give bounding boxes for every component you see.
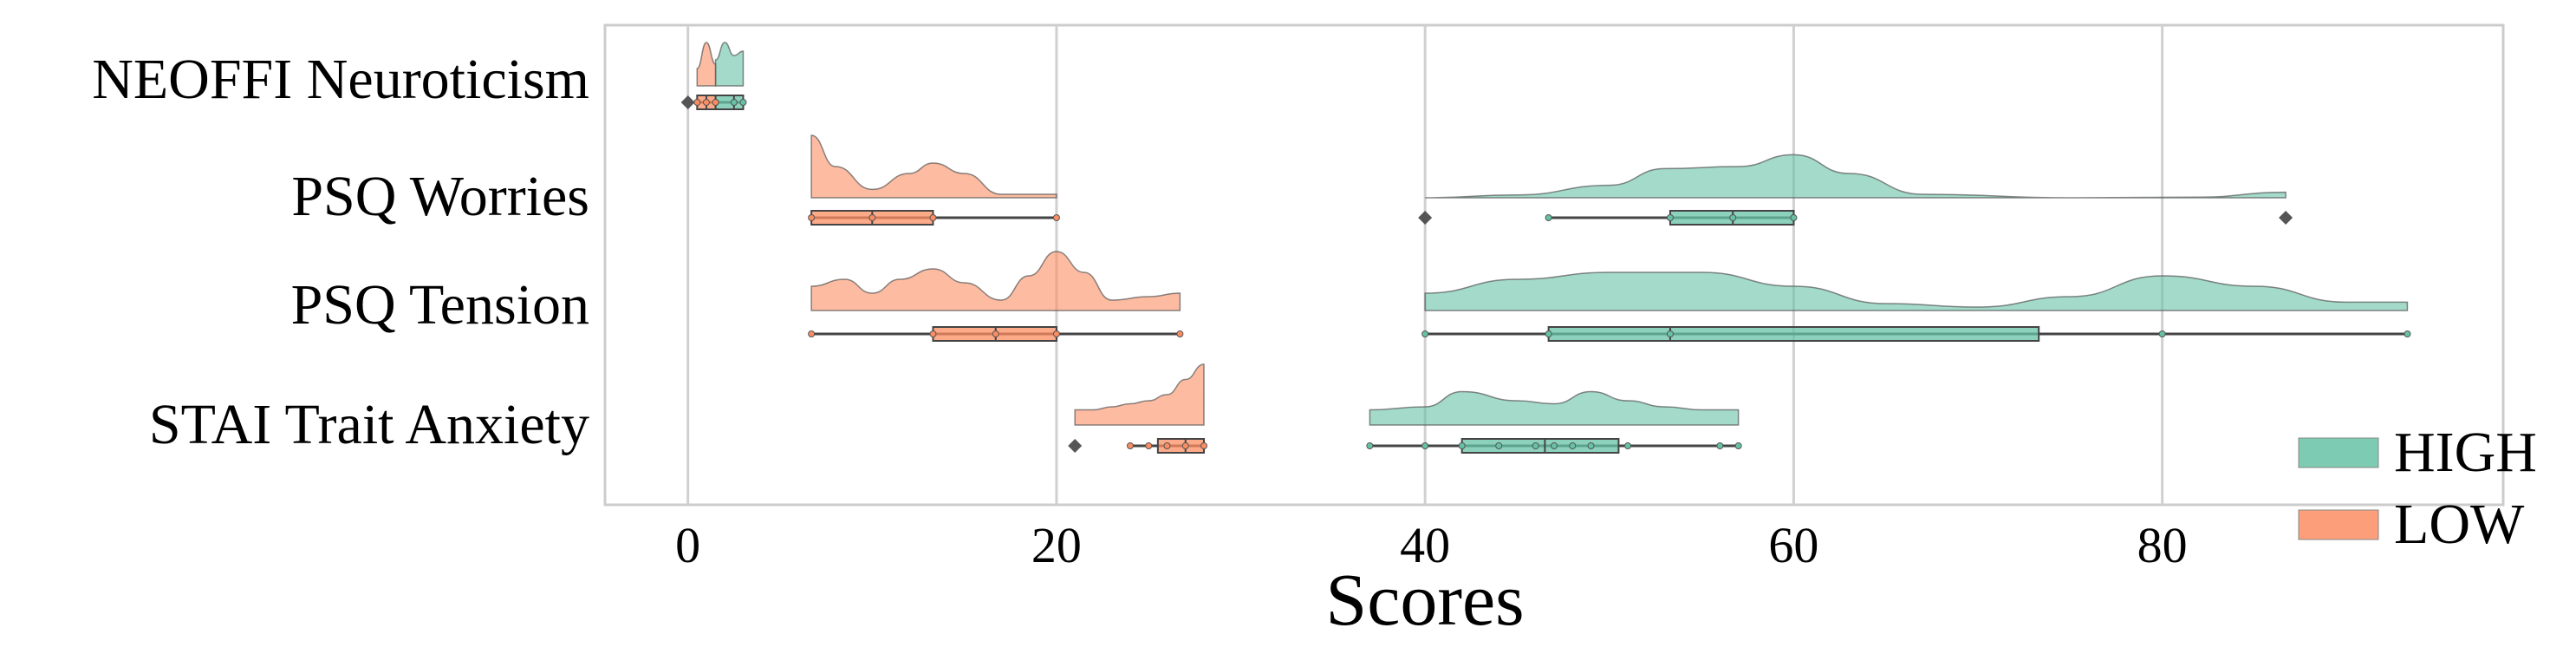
low-point-psq-worries-1 [868,214,876,221]
high-point-psq-worries-1 [1666,214,1674,221]
legend-swatch-low [2298,509,2379,540]
x-tick-label-20: 20 [1031,517,1082,573]
category-label-neoffi-neuroticism: NEOFFI Neuroticism [92,48,589,111]
low-point-stai-trait-anxiety-3 [1181,442,1189,449]
low-point-neoffi-neuroticism-1 [702,99,710,106]
high-psq-tension [1421,271,2411,342]
low-point-psq-tension-4 [1176,330,1184,337]
low-point-stai-trait-anxiety-4 [1200,442,1208,449]
chart-marks [680,42,2411,454]
category-labels: NEOFFI Neuroticism PSQ Worries PSQ Tension… [92,48,589,456]
low-cloud-stai-trait-anxiety [1074,363,1205,426]
high-point-stai-trait-anxiety-9 [1716,442,1724,449]
x-tick-labels: 0 20 40 60 80 [675,517,2187,573]
legend: HIGH LOW [2298,421,2537,556]
high-box-stai-trait-anxiety [1460,438,1620,454]
x-tick-label-40: 40 [1400,517,1450,573]
x-tick-label-0: 0 [675,517,700,573]
low-point-stai-trait-anxiety-2 [1163,442,1171,449]
high-box-neoffi-neuroticism [714,95,745,110]
high-point-psq-tension-4 [2404,330,2411,337]
high-cloud-psq-worries [1425,154,2287,199]
x-tick-label-60: 60 [1768,517,1818,573]
high-point-neoffi-neuroticism-2 [739,99,747,106]
low-neoffi-neuroticism [680,42,719,110]
high-outlier-psq-worries-0 [1418,211,1433,225]
high-psq-worries [1418,154,2293,226]
low-point-psq-tension-1 [929,330,937,337]
legend-label-low: LOW [2394,493,2525,556]
low-point-stai-trait-anxiety-0 [1126,442,1134,449]
low-psq-worries [808,134,1060,226]
high-point-neoffi-neuroticism-1 [730,99,738,106]
low-cloud-psq-tension [810,251,1181,311]
high-point-psq-worries-2 [1729,214,1737,221]
high-point-psq-tension-0 [1421,330,1429,337]
high-point-stai-trait-anxiety-10 [1734,442,1742,449]
legend-label-high: HIGH [2394,421,2537,484]
low-point-stai-trait-anxiety-1 [1145,442,1153,449]
high-point-stai-trait-anxiety-7 [1587,442,1595,449]
high-point-stai-trait-anxiety-8 [1624,442,1632,449]
low-point-psq-worries-3 [1052,214,1060,221]
high-stai-trait-anxiety [1366,390,1742,454]
low-point-neoffi-neuroticism-0 [693,99,701,106]
low-point-neoffi-neuroticism-2 [712,99,719,106]
high-point-stai-trait-anxiety-1 [1421,442,1429,449]
high-neoffi-neuroticism [712,42,747,110]
high-point-stai-trait-anxiety-3 [1495,442,1503,449]
low-cloud-neoffi-neuroticism [696,42,717,87]
grid-lines [686,25,2164,505]
low-point-psq-worries-0 [808,214,816,221]
low-point-psq-tension-0 [808,330,816,337]
high-outlier-psq-worries-1 [2279,211,2293,225]
category-label-stai-trait-anxiety: STAI Trait Anxiety [149,393,589,456]
legend-swatch-high [2298,437,2379,468]
low-cloud-psq-worries [810,134,1057,199]
high-point-psq-tension-2 [1666,330,1674,337]
high-cloud-psq-tension [1424,271,2409,311]
low-stai-trait-anxiety [1068,363,1208,454]
high-point-stai-trait-anxiety-4 [1532,442,1539,449]
high-point-stai-trait-anxiety-0 [1366,442,1374,449]
high-point-stai-trait-anxiety-2 [1458,442,1466,449]
high-cloud-stai-trait-anxiety [1369,390,1740,426]
low-psq-tension [808,251,1184,342]
high-point-stai-trait-anxiety-5 [1551,442,1558,449]
high-cloud-neoffi-neuroticism [714,42,745,87]
category-label-psq-tension: PSQ Tension [291,273,589,337]
high-point-psq-tension-1 [1545,330,1552,337]
category-label-psq-worries: PSQ Worries [291,165,589,228]
plot-area [603,23,2505,507]
low-point-psq-worries-2 [929,214,937,221]
x-tick-label-80: 80 [2137,517,2188,573]
high-point-psq-worries-0 [1545,214,1552,221]
high-point-stai-trait-anxiety-6 [1569,442,1577,449]
x-axis-label: Scores [1325,558,1524,641]
high-point-psq-tension-3 [2158,330,2166,337]
low-outlier-stai-trait-anxiety-0 [1068,439,1083,453]
low-point-psq-tension-2 [992,330,999,337]
low-outlier-neoffi-neuroticism-0 [680,95,695,109]
high-point-psq-worries-3 [1790,214,1798,221]
high-box-psq-tension [1547,326,2040,342]
low-point-psq-tension-3 [1052,330,1060,337]
